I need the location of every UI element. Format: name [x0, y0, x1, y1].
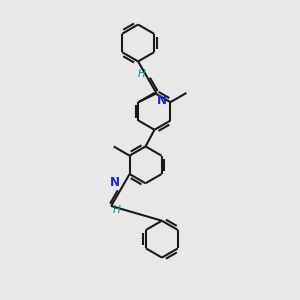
Text: N: N [157, 94, 167, 107]
Text: N: N [110, 176, 120, 189]
Text: H: H [138, 69, 146, 79]
Text: H: H [112, 205, 120, 214]
